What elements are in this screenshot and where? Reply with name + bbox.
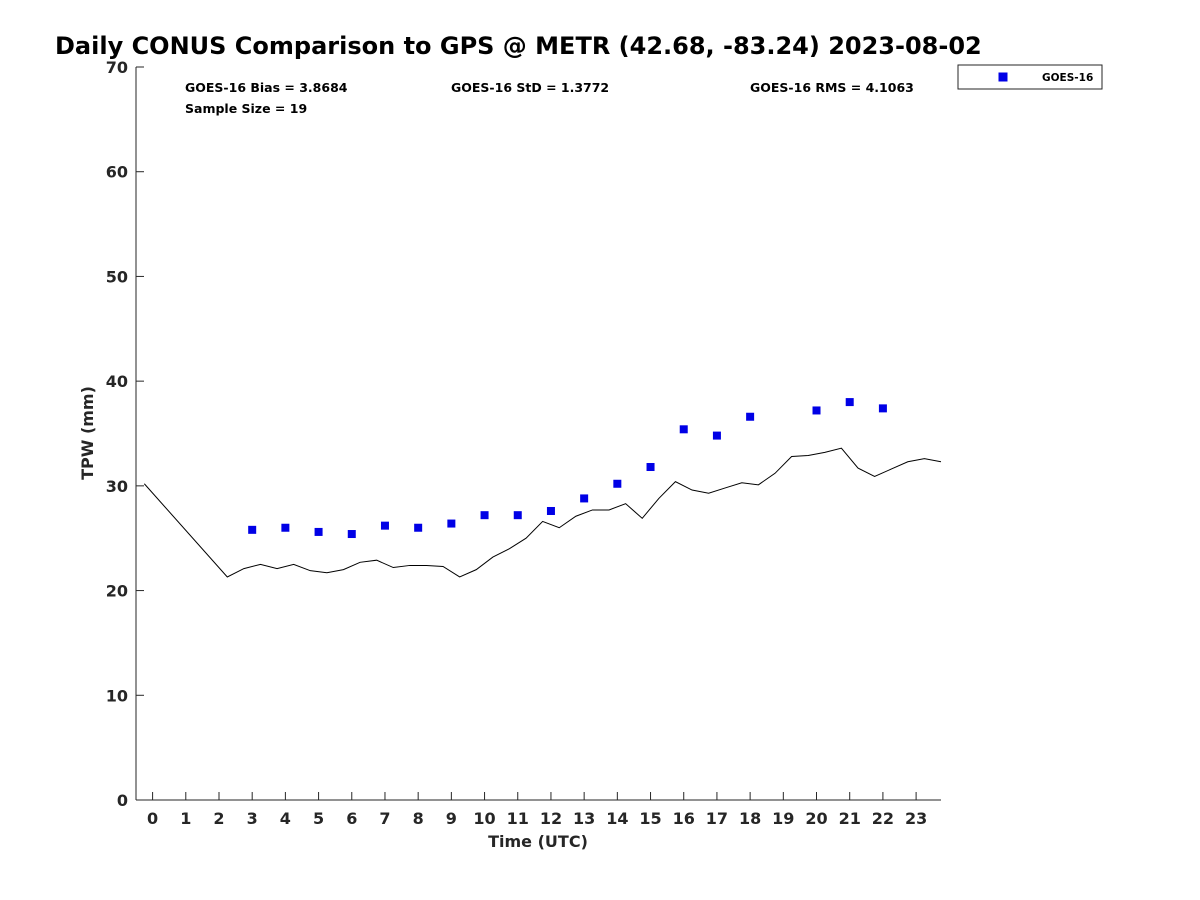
goes16-point (679, 425, 688, 434)
goes16-point (546, 506, 555, 515)
goes16-point (248, 525, 257, 534)
y-tick-label: 0 (117, 791, 128, 810)
y-axis-ticks: 0 10 20 30 40 50 60 70 (106, 58, 144, 810)
x-tick-label: 8 (413, 809, 424, 828)
legend-label-goes16: GOES-16 (1042, 72, 1093, 84)
x-tick-label: 13 (573, 809, 595, 828)
goes16-point (746, 412, 755, 421)
x-tick-label: 21 (839, 809, 861, 828)
x-tick-label: 22 (872, 809, 894, 828)
x-tick-label: 12 (540, 809, 562, 828)
y-tick-label: 40 (106, 372, 128, 391)
gps-tpw-line (143, 447, 942, 578)
x-tick-label: 7 (379, 809, 390, 828)
goes16-point (845, 398, 854, 407)
goes16-point (646, 463, 655, 472)
stat-bias: GOES-16 Bias = 3.8684 (185, 80, 348, 95)
axes (135, 67, 941, 801)
legend-box (957, 64, 1103, 90)
x-tick-label: 6 (346, 809, 357, 828)
y-tick-label: 10 (106, 686, 128, 705)
goes16-point (812, 406, 821, 415)
x-tick-label: 15 (639, 809, 661, 828)
stat-sample-size: Sample Size = 19 (185, 101, 307, 116)
goes16-point (613, 479, 622, 488)
goes16-scatter-series (248, 398, 887, 539)
chart-title: Daily CONUS Comparison to GPS @ METR (42… (55, 32, 982, 60)
x-tick-label: 10 (473, 809, 495, 828)
x-tick-label: 4 (280, 809, 291, 828)
goes16-point (480, 511, 489, 520)
y-tick-label: 30 (106, 477, 128, 496)
x-tick-label: 2 (213, 809, 224, 828)
x-tick-label: 16 (673, 809, 695, 828)
x-axis-ticks: 0 1 2 3 4 5 6 7 8 9 10 11 12 13 14 15 16 17 18 19 20 21 22 23 (147, 792, 927, 828)
stat-rms: GOES-16 RMS = 4.1063 (750, 80, 914, 95)
x-tick-label: 17 (706, 809, 728, 828)
x-tick-label: 0 (147, 809, 158, 828)
y-tick-label: 60 (106, 163, 128, 182)
goes16-point (712, 431, 721, 440)
x-tick-label: 14 (606, 809, 628, 828)
x-axis-label: Time (UTC) (488, 832, 588, 851)
goes16-point (447, 519, 456, 528)
goes16-point (380, 521, 389, 530)
y-tick-label: 70 (106, 58, 128, 77)
x-tick-label: 5 (313, 809, 324, 828)
y-tick-label: 20 (106, 582, 128, 601)
goes16-point (580, 494, 589, 503)
x-tick-label: 3 (247, 809, 258, 828)
goes16-point (878, 404, 887, 413)
goes16-point (414, 523, 423, 532)
goes16-point (513, 511, 522, 520)
goes16-point (347, 530, 356, 539)
x-tick-label: 20 (805, 809, 827, 828)
goes16-point (314, 527, 323, 536)
stat-std: GOES-16 StD = 1.3772 (451, 80, 609, 95)
legend-marker-goes16 (998, 72, 1008, 82)
y-tick-label: 50 (106, 267, 128, 286)
x-tick-label: 9 (446, 809, 457, 828)
x-tick-label: 23 (905, 809, 927, 828)
x-tick-label: 19 (772, 809, 794, 828)
goes16-point (281, 523, 290, 532)
x-tick-label: 11 (507, 809, 529, 828)
y-axis-label: TPW (mm) (78, 386, 97, 480)
legend: GOES-16 (957, 64, 1103, 90)
x-tick-label: 18 (739, 809, 761, 828)
gps-line-series (143, 447, 942, 578)
x-tick-label: 1 (180, 809, 191, 828)
